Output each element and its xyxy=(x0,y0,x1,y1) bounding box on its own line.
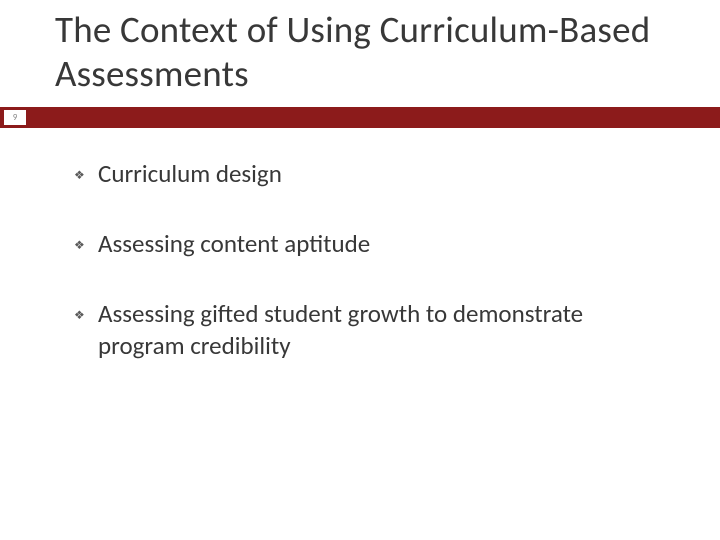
diamond-bullet-icon: ❖ xyxy=(74,298,98,332)
slide-body: ❖ Curriculum design ❖ Assessing content … xyxy=(74,158,664,362)
list-item: ❖ Curriculum design xyxy=(74,158,664,192)
accent-bar xyxy=(0,107,720,128)
bullet-text: Assessing content aptitude xyxy=(98,228,664,260)
list-item: ❖ Assessing content aptitude xyxy=(74,228,664,262)
slide: The Context of Using Curriculum-Based As… xyxy=(0,0,720,540)
bullet-text: Curriculum design xyxy=(98,158,664,190)
slide-title: The Context of Using Curriculum-Based As… xyxy=(55,8,695,95)
page-number-badge: 9 xyxy=(4,110,26,125)
bullet-text: Assessing gifted student growth to demon… xyxy=(98,298,664,362)
diamond-bullet-icon: ❖ xyxy=(74,158,98,192)
diamond-bullet-icon: ❖ xyxy=(74,228,98,262)
page-number: 9 xyxy=(13,112,18,123)
list-item: ❖ Assessing gifted student growth to dem… xyxy=(74,298,664,362)
